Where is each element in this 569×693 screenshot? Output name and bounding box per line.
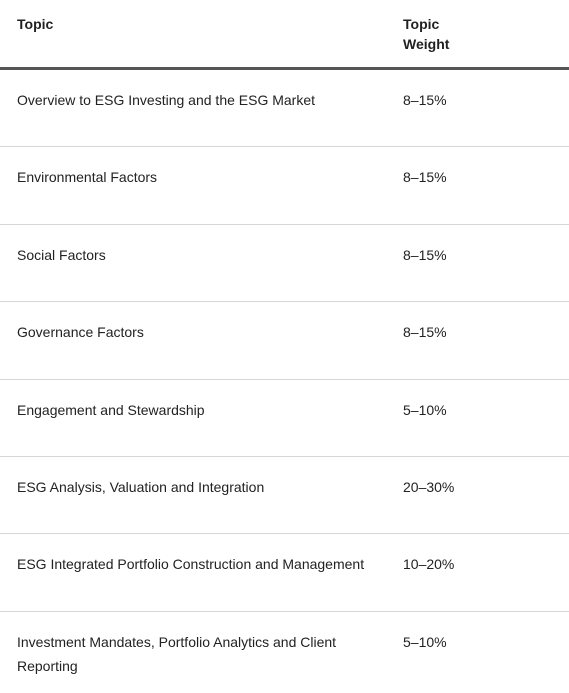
table-row: Overview to ESG Investing and the ESG Ma… — [0, 70, 569, 148]
table-row: Investment Mandates, Portfolio Analytics… — [0, 612, 569, 692]
weight-cell: 8–15% — [403, 92, 447, 108]
weight-cell: 5–10% — [403, 633, 447, 650]
header-weight-line1: Topic — [403, 16, 440, 32]
table-row: ESG Analysis, Valuation and Integration … — [0, 457, 569, 535]
weight-cell: 5–10% — [403, 401, 447, 418]
table-row: Social Factors 8–15% — [0, 225, 569, 303]
topic-cell: Investment Mandates, Portfolio Analytics… — [17, 633, 337, 674]
topic-cell: Social Factors — [17, 246, 106, 263]
topic-cell: ESG Analysis, Valuation and Integration — [17, 478, 265, 495]
topic-cell: Environmental Factors — [17, 169, 158, 186]
weight-cell: 8–15% — [403, 324, 447, 341]
weight-cell: 8–15% — [403, 246, 447, 263]
weight-cell: 20–30% — [403, 478, 455, 495]
table-header-row: Topic Topic Weight — [0, 0, 569, 70]
topic-cell: Governance Factors — [17, 324, 144, 341]
topic-cell: Engagement and Stewardship — [17, 401, 205, 418]
table-row: ESG Integrated Portfolio Construction an… — [0, 534, 569, 612]
table-row: Environmental Factors 8–15% — [0, 147, 569, 225]
weight-cell: 10–20% — [403, 556, 455, 573]
weight-cell: 8–15% — [403, 169, 447, 186]
topic-cell: ESG Integrated Portfolio Construction an… — [17, 556, 365, 573]
topic-cell: Overview to ESG Investing and the ESG Ma… — [17, 92, 316, 108]
header-topic: Topic — [17, 16, 54, 32]
header-weight-line2: Weight — [403, 36, 450, 52]
header-topic-weight: Topic Weight — [403, 0, 569, 67]
table-row: Engagement and Stewardship 5–10% — [0, 380, 569, 457]
table-row: Governance Factors 8–15% — [0, 302, 569, 380]
